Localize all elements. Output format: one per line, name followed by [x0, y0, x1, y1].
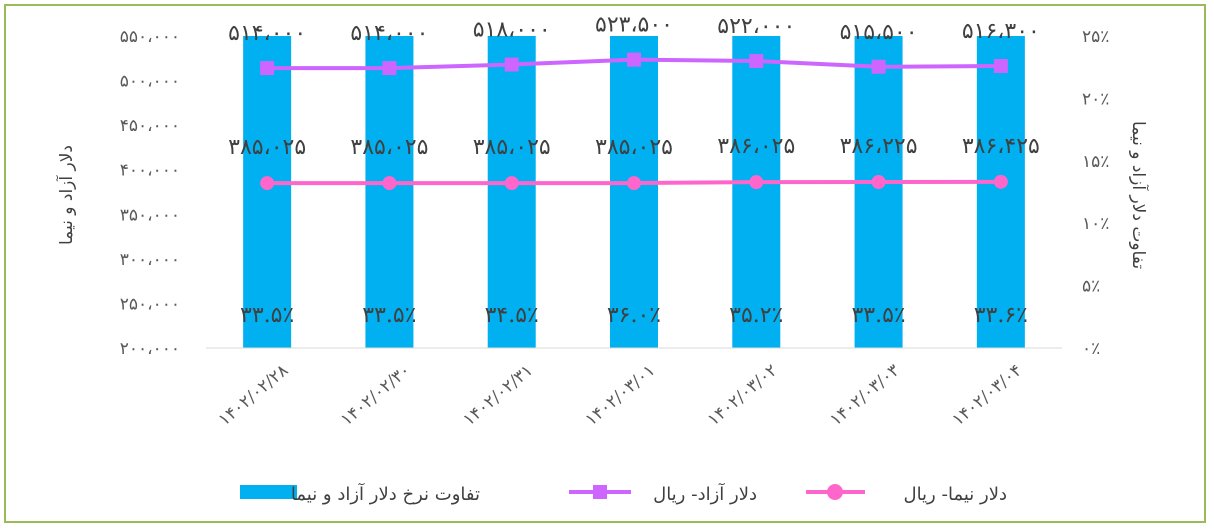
legend-swatch-free-marker — [593, 485, 607, 499]
point-free-0 — [260, 61, 275, 76]
left-tick-label: ۴۵۰،۰۰۰ — [120, 116, 180, 136]
category-label-4: ۱۴۰۲/۰۳/۰۲ — [704, 361, 782, 431]
label-free-4: ۵۲۲،۰۰۰ — [717, 14, 795, 39]
point-free-4 — [749, 53, 764, 68]
label-free-3: ۵۲۳،۵۰۰ — [595, 13, 673, 38]
right-tick-label: ۱۵٪ — [1082, 152, 1109, 172]
bar-0 — [243, 36, 292, 348]
label-free-0: ۵۱۴،۰۰۰ — [228, 21, 306, 46]
right-tick-label: ۰٪ — [1082, 339, 1100, 359]
left-tick-label: ۵۵۰،۰۰۰ — [120, 27, 180, 47]
point-nima-6 — [993, 174, 1008, 189]
lines-layer — [260, 52, 1008, 191]
point-free-3 — [627, 52, 641, 67]
left-tick-label: ۳۵۰،۰۰۰ — [120, 205, 180, 225]
category-label-6: ۱۴۰۲/۰۳/۰۴ — [948, 361, 1026, 431]
label-free-6: ۵۱۶،۳۰۰ — [962, 19, 1040, 44]
right-axis-title: تفاوت دلار آزاد و نیما — [1128, 121, 1150, 269]
category-label-2: ۱۴۰۲/۰۲/۳۱ — [459, 361, 537, 431]
label-nima-0: ۳۸۵،۰۲۵ — [228, 135, 306, 160]
label-free-2: ۵۱۸،۰۰۰ — [473, 18, 551, 43]
right-tick-label: ۵٪ — [1082, 277, 1100, 297]
label-nima-5: ۳۸۶،۲۲۵ — [840, 134, 918, 159]
label-bar-4: ۳۵.۲٪ — [729, 303, 783, 328]
point-nima-1 — [382, 176, 397, 191]
point-nima-5 — [871, 174, 886, 189]
point-free-1 — [382, 61, 397, 76]
right-tick-label: ۲۵٪ — [1082, 27, 1109, 47]
label-bar-5: ۳۳.۵٪ — [851, 303, 905, 328]
data-labels-layer: ۵۱۴،۰۰۰ ۵۱۴،۰۰۰ ۵۱۸،۰۰۰ ۵۲۳،۵۰۰ ۵۲۲،۰۰۰ ۵۱۵،۵… — [228, 13, 1040, 328]
label-bar-2: ۳۴.۵٪ — [485, 303, 539, 328]
label-bar-3: ۳۶.۰٪ — [607, 303, 661, 328]
point-free-6 — [993, 59, 1008, 74]
label-bar-6: ۳۳.۶٪ — [974, 303, 1028, 328]
point-nima-4 — [749, 175, 764, 190]
left-tick-label: ۲۰۰،۰۰۰ — [120, 339, 180, 359]
point-free-5 — [871, 59, 886, 74]
bars-layer — [243, 36, 1025, 348]
label-nima-1: ۳۸۵،۰۲۵ — [350, 135, 428, 160]
label-nima-3: ۳۸۵،۰۲۵ — [595, 135, 673, 160]
legend-label-bars: تفاوت نرخ دلار آزاد و نیما — [291, 482, 480, 505]
legend: تفاوت نرخ دلار آزاد و نیما دلار آزاد- ری… — [240, 482, 1007, 505]
label-nima-6: ۳۸۶،۴۲۵ — [962, 134, 1040, 159]
label-free-1: ۵۱۴،۰۰۰ — [350, 21, 428, 46]
category-label-0: ۱۴۰۲/۰۲/۲۸ — [215, 361, 293, 431]
point-nima-3 — [627, 176, 641, 191]
label-free-5: ۵۱۵،۵۰۰ — [840, 20, 918, 45]
left-tick-label: ۳۰۰،۰۰۰ — [120, 250, 180, 270]
label-nima-4: ۳۸۶،۰۲۵ — [717, 134, 795, 159]
right-tick-label: ۱۰٪ — [1082, 214, 1109, 234]
point-nima-0 — [260, 176, 275, 191]
bar-2 — [487, 36, 536, 348]
left-tick-label: ۲۵۰،۰۰۰ — [120, 294, 180, 314]
label-bar-1: ۳۳.۵٪ — [362, 303, 416, 328]
point-free-2 — [504, 57, 519, 72]
legend-swatch-nima-marker — [827, 484, 843, 500]
left-tick-label: ۴۰۰،۰۰۰ — [120, 161, 180, 181]
label-nima-2: ۳۸۵،۰۲۵ — [473, 135, 551, 160]
category-label-5: ۱۴۰۲/۰۳/۰۳ — [826, 361, 904, 431]
bar-3 — [610, 36, 658, 348]
legend-label-free: دلار آزاد- ریال — [653, 482, 757, 505]
bar-1 — [365, 36, 414, 348]
category-label-3: ۱۴۰۲/۰۳/۰۱ — [582, 361, 660, 431]
legend-label-nima: دلار نیما- ریال — [903, 484, 1007, 505]
label-bar-0: ۳۳.۵٪ — [240, 303, 294, 328]
bar-6 — [976, 36, 1025, 348]
bar-5 — [854, 36, 903, 348]
point-nima-2 — [504, 176, 519, 191]
bar-4 — [732, 36, 781, 348]
legend-swatch-bars — [240, 485, 297, 499]
left-axis-title: دلار آزاد و نیما — [55, 145, 77, 245]
right-tick-label: ۲۰٪ — [1082, 89, 1109, 109]
category-label-1: ۱۴۰۲/۰۲/۳۰ — [337, 361, 415, 431]
left-tick-label: ۵۰۰،۰۰۰ — [120, 72, 180, 92]
